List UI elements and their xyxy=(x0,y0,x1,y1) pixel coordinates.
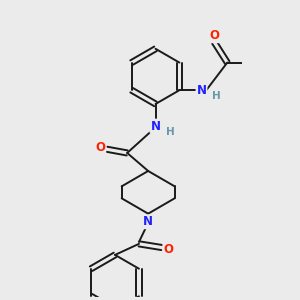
Text: N: N xyxy=(196,84,206,97)
Text: H: H xyxy=(212,91,220,101)
Text: O: O xyxy=(209,29,219,42)
Text: N: N xyxy=(143,215,153,228)
Text: O: O xyxy=(164,243,173,256)
Text: H: H xyxy=(166,127,175,136)
Text: O: O xyxy=(95,141,105,154)
Text: N: N xyxy=(151,120,160,133)
